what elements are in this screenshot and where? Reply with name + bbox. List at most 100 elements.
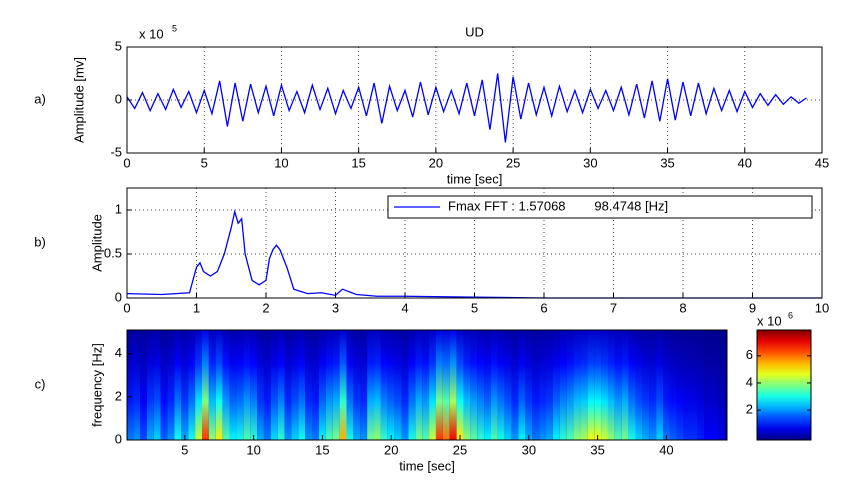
x-tick-label: 40 xyxy=(659,442,673,457)
x-tick-label: 5 xyxy=(181,442,188,457)
x-tick-label: 7 xyxy=(610,300,617,315)
spectrogram-column xyxy=(663,330,670,440)
colorbar-multiplier: x 10 xyxy=(757,313,782,328)
spectrogram-column xyxy=(305,330,313,440)
spectrogram-column xyxy=(270,330,278,440)
spectrogram-column xyxy=(146,330,154,440)
spectrogram-column xyxy=(257,330,264,440)
spectrogram-column xyxy=(525,330,533,440)
spectrogram-column xyxy=(656,330,664,440)
spectrogram-column xyxy=(628,330,636,440)
x-tick-label: 5 xyxy=(471,300,478,315)
spectrogram-column xyxy=(360,330,368,440)
y-tick-label: 1 xyxy=(115,201,122,216)
plot-frame xyxy=(126,329,728,441)
spectrogram-column xyxy=(243,330,251,440)
spectrogram-column xyxy=(401,330,409,440)
y-tick-label: 2 xyxy=(115,388,122,403)
x-tick-label: 20 xyxy=(429,155,443,170)
y-tick-label: 0 xyxy=(115,431,122,446)
spectrogram-column xyxy=(704,330,712,440)
plot-frame xyxy=(126,187,823,299)
spectrogram-column xyxy=(566,330,574,440)
spectrogram-column xyxy=(621,330,629,440)
x-tick-label: 5 xyxy=(201,155,208,170)
spectrogram-column xyxy=(291,330,299,440)
x-tick-label: 4 xyxy=(401,300,408,315)
spectrogram-column xyxy=(635,330,643,440)
x-tick-label: 35 xyxy=(590,442,604,457)
spectrogram-column xyxy=(181,330,189,440)
x-tick-label: 2 xyxy=(262,300,269,315)
spectrogram-column xyxy=(222,330,230,440)
panel-label: b) xyxy=(34,234,46,249)
spectrogram-column xyxy=(394,330,402,440)
spectrogram-column xyxy=(683,330,691,440)
spectrogram-column xyxy=(250,330,258,440)
colorbar-tick-label: 4 xyxy=(746,374,753,389)
spectrogram-column xyxy=(573,330,581,440)
spectrogram-column xyxy=(325,330,333,440)
spectrogram-column xyxy=(718,330,725,440)
colorbar-tick-label: 2 xyxy=(746,402,753,417)
spectrogram-column xyxy=(188,330,196,440)
spectrogram-column xyxy=(133,330,141,440)
spectrogram-column xyxy=(174,330,182,440)
x-tick-label: 0 xyxy=(123,300,130,315)
spectrogram-column xyxy=(318,330,326,440)
plot-area xyxy=(127,47,822,153)
x-tick-label: 8 xyxy=(679,300,686,315)
spectrogram-column xyxy=(642,330,650,440)
spectrogram-column xyxy=(456,330,464,440)
spectrogram-column xyxy=(601,330,608,440)
spectrogram-column xyxy=(195,330,202,440)
chart-title: UD xyxy=(465,24,484,39)
colorbar-multiplier-exp: 6 xyxy=(788,310,793,320)
x-tick-label: 35 xyxy=(660,155,674,170)
y-axis-label: Amplitude xyxy=(89,214,104,272)
x-tick-label: 15 xyxy=(351,155,365,170)
x-tick-label: 20 xyxy=(384,442,398,457)
spectrogram-column xyxy=(539,330,547,440)
spectrogram-column xyxy=(312,330,319,440)
y-axis-label: frequency [Hz] xyxy=(89,343,104,427)
spectrogram-column xyxy=(415,330,423,440)
spectrogram-column xyxy=(339,330,347,440)
spectrogram-column xyxy=(463,330,471,440)
spectrogram-column xyxy=(284,330,292,440)
spectrogram-column xyxy=(518,330,526,440)
x-tick-label: 9 xyxy=(749,300,756,315)
x-tick-label: 10 xyxy=(815,300,829,315)
spectrogram-column xyxy=(229,330,237,440)
spectrogram-column xyxy=(607,330,615,440)
signal-line xyxy=(126,73,807,143)
y-tick-label: 5 xyxy=(115,38,122,53)
spectrogram-column xyxy=(497,330,505,440)
spectrogram-column xyxy=(167,330,175,440)
spectrogram-column xyxy=(711,330,719,440)
y-multiplier-exp: 5 xyxy=(172,23,177,33)
spectrogram-column xyxy=(127,330,134,440)
spectrogram-column xyxy=(587,330,595,440)
spectrogram-column xyxy=(422,330,430,440)
spectrogram-column xyxy=(374,330,381,440)
y-tick-label: -5 xyxy=(110,144,122,159)
spectrogram-column xyxy=(532,330,540,440)
x-tick-label: 30 xyxy=(583,155,597,170)
x-tick-label: 25 xyxy=(453,442,467,457)
spectrogram-column xyxy=(298,330,306,440)
spectrogram-column xyxy=(676,330,684,440)
spectrogram-column xyxy=(346,330,354,440)
y-axis-label: Amplitude [mv] xyxy=(71,57,86,143)
spectrogram-column xyxy=(160,330,168,440)
spectrogram-column xyxy=(484,330,491,440)
spectrogram-column xyxy=(504,330,512,440)
x-tick-label: 25 xyxy=(506,155,520,170)
spectrogram-column xyxy=(546,330,553,440)
spectrogram-column xyxy=(263,330,271,440)
x-tick-label: 1 xyxy=(193,300,200,315)
x-tick-label: 30 xyxy=(522,442,536,457)
spectrogram-column xyxy=(408,330,416,440)
spectrogram-column xyxy=(614,330,622,440)
